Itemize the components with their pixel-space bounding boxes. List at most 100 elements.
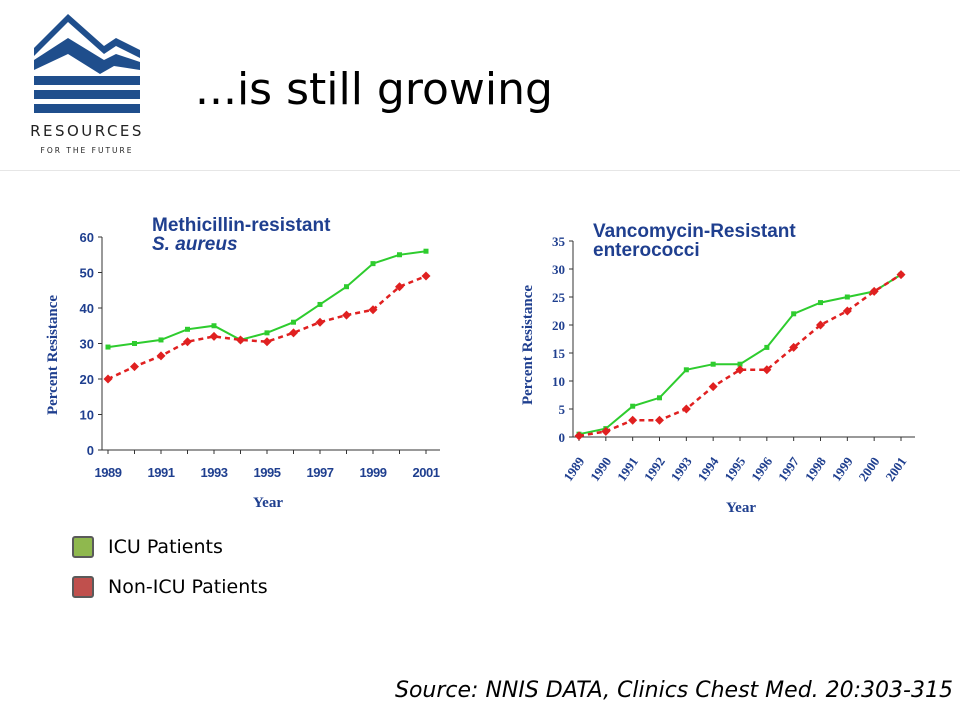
mrsa-point-icu	[370, 261, 376, 267]
vre-y-axis-label: Percent Resistance	[520, 285, 536, 405]
mrsa-y-tick-label: 60	[80, 230, 94, 245]
vre-chart-subtitle: enterococci	[593, 240, 700, 261]
vre-point-non-icu	[735, 365, 745, 375]
mrsa-x-tick-label: 1995	[254, 465, 281, 480]
mrsa-x-tick-label: 1997	[307, 465, 334, 480]
mrsa-point-icu	[423, 248, 429, 254]
mrsa-x-tick-label: 1989	[95, 465, 122, 480]
slide-title: ...is still growing	[195, 64, 553, 115]
vre-point-non-icu	[708, 382, 718, 392]
vre-point-icu	[710, 361, 716, 367]
mrsa-point-icu	[158, 337, 164, 343]
source-citation: Source: NNIS DATA, Clinics Chest Med. 20…	[395, 678, 953, 703]
vre-x-tick-label: 1989	[560, 454, 587, 484]
mrsa-point-icu	[397, 252, 402, 258]
mrsa-x-tick-label: 1991	[148, 465, 175, 480]
vre-point-icu	[657, 395, 662, 401]
vre-y-tick-label: 5	[559, 402, 566, 417]
mrsa-point-non-icu	[342, 310, 351, 320]
mrsa-point-icu	[344, 284, 349, 290]
mrsa-point-non-icu	[395, 282, 404, 292]
header-divider	[0, 170, 960, 171]
mrsa-x-tick-label: 2001	[413, 465, 440, 480]
vre-x-tick-label: 1995	[721, 454, 748, 484]
vre-point-non-icu	[574, 431, 584, 441]
mrsa-point-non-icu	[130, 362, 139, 372]
mrsa-x-axis-label: Year	[253, 495, 283, 511]
mrsa-y-tick-label: 50	[80, 266, 94, 281]
mrsa-y-tick-label: 30	[80, 337, 94, 352]
legend-item-icu: ICU Patients	[72, 536, 223, 558]
vre-point-non-icu	[628, 415, 638, 425]
vre-point-non-icu	[869, 286, 879, 296]
vre-x-tick-label: 1992	[641, 454, 668, 484]
mrsa-point-icu	[317, 301, 323, 307]
mrsa-chart-title: Methicillin-resistant	[152, 215, 331, 236]
mrsa-y-tick-label: 10	[80, 408, 94, 423]
legend-label-non-icu: Non-ICU Patients	[108, 576, 268, 598]
logo-tagline: FOR THE FUTURE	[41, 146, 134, 155]
mrsa-point-icu	[185, 326, 190, 332]
mrsa-y-tick-label: 20	[80, 372, 94, 387]
vre-y-tick-label: 25	[552, 290, 566, 305]
mrsa-point-non-icu	[209, 331, 219, 341]
resources-for-the-future-logo: RESOURCES FOR THE FUTURE	[30, 14, 144, 155]
mrsa-point-icu	[132, 341, 137, 346]
vre-x-tick-label: 1991	[614, 454, 641, 484]
mrsa-point-icu	[211, 323, 217, 329]
vre-x-tick-label: 2001	[882, 454, 909, 484]
vre-x-tick-label: 1996	[748, 454, 775, 484]
vre-point-icu	[818, 300, 823, 306]
mrsa-point-non-icu	[315, 317, 325, 327]
vre-y-tick-label: 0	[559, 430, 566, 445]
legend-item-non-icu: Non-ICU Patients	[72, 576, 268, 598]
vre-point-icu	[737, 361, 743, 367]
legend-swatch-non-icu	[72, 576, 94, 598]
legend-swatch-icu	[72, 536, 94, 558]
vre-point-non-icu	[601, 426, 611, 436]
vre-point-non-icu	[842, 306, 852, 316]
vre-point-non-icu	[681, 404, 691, 414]
vre-x-tick-label: 1999	[829, 454, 856, 484]
vre-x-tick-label: 1990	[587, 454, 614, 484]
mrsa-point-non-icu	[183, 337, 192, 347]
vre-point-icu	[630, 403, 636, 409]
vre-y-tick-label: 15	[552, 346, 566, 361]
mrsa-point-icu	[264, 330, 270, 336]
mrsa-y-tick-label: 40	[80, 301, 94, 316]
mrsa-point-icu	[105, 344, 111, 350]
mrsa-point-icu	[291, 319, 296, 325]
mrsa-chart-subtitle: S. aureus	[152, 234, 238, 255]
mrsa-point-non-icu	[289, 328, 298, 338]
mrsa-y-axis-label: Percent Resistance	[45, 295, 61, 415]
mrsa-x-tick-label: 1993	[201, 465, 228, 480]
vre-x-tick-label: 1998	[802, 454, 829, 484]
vre-x-tick-label: 1993	[668, 454, 695, 484]
vre-point-icu	[683, 367, 689, 373]
vre-y-tick-label: 35	[552, 234, 566, 249]
vre-point-non-icu	[789, 342, 799, 352]
vre-chart-title: Vancomycin-Resistant	[593, 221, 796, 242]
vre-x-tick-label: 1994	[694, 454, 721, 484]
mrsa-series-line-non-icu	[107, 274, 427, 381]
vre-point-non-icu	[896, 270, 906, 280]
mrsa-point-non-icu	[103, 374, 113, 384]
mrsa-point-non-icu	[156, 351, 166, 361]
mrsa-point-non-icu	[368, 305, 378, 315]
logo-wordmark: RESOURCES	[30, 122, 144, 140]
vre-point-icu	[844, 294, 850, 300]
vre-point-non-icu	[816, 320, 825, 330]
mountain-logo-icon	[34, 14, 140, 113]
vre-point-non-icu	[655, 415, 664, 425]
vre-point-non-icu	[762, 365, 772, 375]
mrsa-x-tick-label: 1999	[360, 465, 387, 480]
vre-x-tick-label: 2000	[855, 454, 882, 484]
vre-series-line-icu	[578, 273, 902, 436]
mrsa-point-non-icu	[236, 335, 245, 345]
vre-y-tick-label: 10	[552, 374, 565, 389]
vre-y-tick-label: 30	[552, 262, 565, 277]
mrsa-point-non-icu	[262, 337, 272, 347]
vre-x-tick-label: 1997	[775, 454, 802, 484]
